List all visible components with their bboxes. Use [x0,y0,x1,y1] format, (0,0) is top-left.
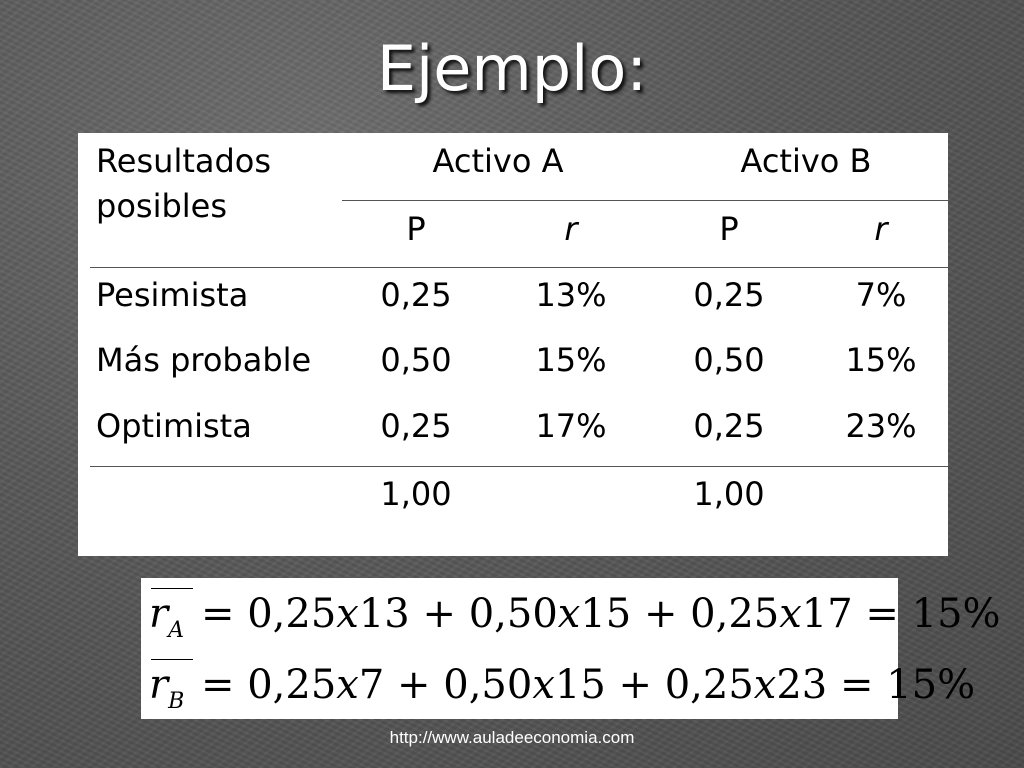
header-p-b: P [719,210,739,248]
formula-asset-a: rA = 0,25x13 + 0,50x15 + 0,25x17 = 15% [141,588,1001,642]
row-r-b: 15% [845,341,917,379]
header-r-a: r [564,210,578,248]
total-p-a: 1,00 [380,475,452,513]
row-r-b: 23% [845,407,917,445]
total-p-b: 1,00 [693,475,765,513]
slide-title: Ejemplo: [376,32,648,105]
header-asset-b: Activo B [740,142,872,180]
row-r-b: 7% [855,276,907,314]
header-r-b: r [874,210,888,248]
header-divider-bottom [90,267,948,268]
formula-asset-b: rB = 0,25x7 + 0,50x15 + 0,25x23 = 15% [141,659,975,713]
header-outcomes-line2: posibles [96,187,228,225]
row-p-a: 0,50 [380,341,452,379]
row-r-a: 15% [535,341,607,379]
header-outcomes-line1: Resultados [96,142,272,180]
row-r-a: 17% [535,407,607,445]
mean-bar [151,659,193,660]
returns-table: Resultados posibles Activo A Activo B P … [78,133,948,556]
mean-return-b-symbol: rB [149,659,201,713]
header-asset-a: Activo A [432,142,564,180]
row-p-b: 0,25 [693,407,765,445]
row-p-b: 0,50 [693,341,765,379]
header-p-a: P [406,210,426,248]
row-p-a: 0,25 [380,407,452,445]
row-r-a: 13% [535,276,607,314]
expected-return-formulas: rA = 0,25x13 + 0,50x15 + 0,25x17 = 15% r… [141,578,1001,719]
row-p-a: 0,25 [380,276,452,314]
mean-return-a-symbol: rA [149,588,201,642]
row-label: Optimista [96,407,252,445]
mean-bar [151,588,193,589]
row-p-b: 0,25 [693,276,765,314]
row-label: Más probable [96,341,312,379]
footer-url: http://www.auladeeconomia.com [389,728,635,747]
header-divider-top [342,200,948,201]
totals-divider [90,466,948,467]
row-label: Pesimista [96,276,249,314]
